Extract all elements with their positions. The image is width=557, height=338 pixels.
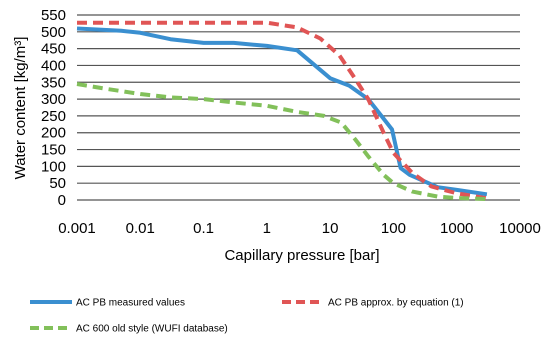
- series-lines: [76, 20, 488, 201]
- y-tick-label: 550: [41, 7, 66, 24]
- x-tick-label: 10: [322, 220, 339, 237]
- x-tick-labels: 0.001 0.01 0.1 1 10 100 1000 10000: [58, 220, 541, 237]
- x-tick-label: 10000: [499, 220, 541, 237]
- y-tick-label: 50: [49, 175, 66, 192]
- y-tick-label: 450: [41, 41, 66, 58]
- y-tick-label: 200: [41, 125, 66, 142]
- x-tick-label: 1000: [440, 220, 473, 237]
- y-tick-label: 0: [58, 192, 66, 209]
- x-tick-label: 1: [263, 220, 271, 237]
- y-tick-label: 300: [41, 91, 66, 108]
- y-axis-title: Water content [kg/m³]: [12, 37, 29, 180]
- x-tick-label: 0.1: [193, 220, 214, 237]
- x-tick-label: 100: [381, 220, 406, 237]
- x-axis-title: Capillary pressure [bar]: [224, 247, 379, 264]
- y-tick-label: 400: [41, 57, 66, 74]
- x-tick-label: 0.01: [126, 220, 155, 237]
- grid-lines: [77, 14, 520, 201]
- series-line-ac-pb-measured-values: [76, 26, 488, 197]
- legend-label: AC PB measured values: [76, 298, 185, 309]
- y-tick-label: 150: [41, 142, 66, 159]
- series-line-ac-pb-approx-by-equation-1: [77, 20, 488, 201]
- y-tick-label: 100: [41, 158, 66, 175]
- legend-label: AC 600 old style (WUFI database): [76, 324, 228, 335]
- series-line-ac-600-old-style-wufi-database: [76, 82, 487, 201]
- x-tick-label: 0.001: [58, 220, 96, 237]
- y-tick-label: 350: [41, 74, 66, 91]
- legend: AC PB measured values AC PB approx. by eq…: [30, 298, 464, 335]
- y-tick-label: 500: [41, 24, 66, 41]
- y-tick-label: 250: [41, 108, 66, 125]
- legend-label: AC PB approx. by equation (1): [328, 298, 464, 309]
